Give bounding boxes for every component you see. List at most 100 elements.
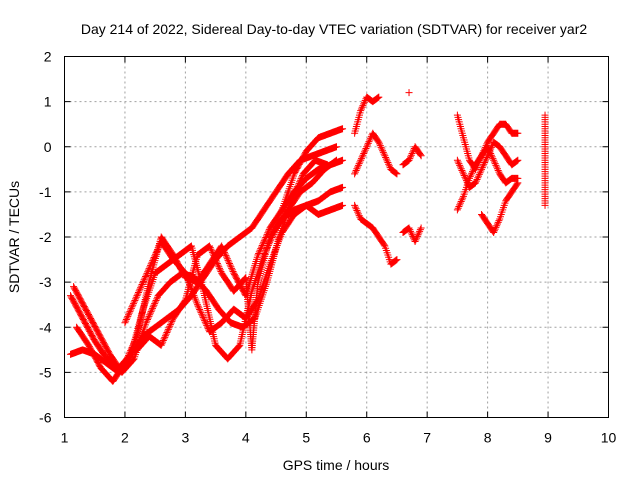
data-point [355,212,363,220]
data-point [415,229,423,237]
data-point [224,256,232,264]
data-point [458,196,466,204]
data-point [380,241,388,249]
data-point [208,248,216,256]
data-point [143,317,151,325]
data-point [495,217,503,225]
data-point [475,170,483,178]
data-point [351,201,359,209]
data-point [125,350,133,358]
data-point [206,244,214,252]
data-point [373,94,381,102]
data-point [125,311,132,319]
data-point [133,292,141,300]
data-point [158,340,166,348]
data-point [213,258,221,266]
data-point [257,245,265,253]
data-point [147,261,155,269]
data-point [513,157,521,165]
data-point [462,177,470,185]
data-point [476,169,484,177]
data-point [154,245,162,253]
data-point [257,243,265,251]
data-point [198,310,206,318]
data-point [129,342,137,350]
data-point [461,173,469,181]
data-point [459,170,467,178]
series-sat-l [399,143,425,169]
data-point [125,309,133,317]
data-point [157,341,165,349]
data-point [360,98,368,106]
data-point [413,234,421,242]
data-point [481,159,489,167]
data-point [148,258,156,266]
data-point [339,156,347,164]
data-point [493,220,501,228]
data-point [159,337,167,345]
data-point [380,150,388,158]
data-point [456,163,464,171]
data-point [137,284,145,292]
data-point [201,318,209,326]
data-point [363,141,371,149]
data-point [494,166,502,174]
data-point [193,301,201,309]
data-point [455,160,463,168]
data-point [213,260,221,268]
x-tick-label: 5 [302,430,310,446]
data-point [365,138,373,146]
data-point [298,173,306,181]
data-point [127,306,135,314]
data-point [126,308,134,316]
y-tick-label: 1 [44,94,52,110]
y-tick-label: -3 [39,274,52,290]
x-tick-label: 7 [423,430,431,446]
data-point [354,161,362,169]
data-point [479,162,487,170]
data-point [360,100,368,108]
data-point [488,153,496,161]
data-point [146,311,154,319]
data-point [485,148,493,156]
series-sat-r [541,111,549,209]
data-point [142,273,150,281]
data-point [144,316,152,324]
data-point [480,160,488,168]
data-point [456,201,464,209]
data-point [356,158,364,166]
data-point [165,324,173,332]
data-point [339,201,347,209]
data-point [123,314,131,322]
data-point [200,315,208,323]
data-point [219,245,227,253]
data-point [137,282,145,290]
data-point [490,228,498,236]
data-point [366,136,374,144]
data-point [354,208,362,216]
x-tick-label: 2 [121,430,129,446]
data-point [207,245,215,253]
data-point [411,238,419,246]
data-point [149,303,157,311]
data-point [376,142,384,150]
data-point [161,333,169,341]
data-point [513,180,521,188]
data-point [255,248,263,256]
data-point [416,227,424,235]
data-point [490,156,498,164]
data-point [487,143,495,151]
data-point [129,301,137,309]
data-point [260,237,268,245]
data-point [457,165,465,173]
data-point [235,342,243,350]
data-point [127,304,135,312]
data-point [357,156,365,164]
data-point [167,319,175,327]
data-point [458,166,466,174]
data-point [358,153,366,161]
data-point [148,306,156,314]
data-point [460,172,468,180]
data-point [149,255,157,263]
